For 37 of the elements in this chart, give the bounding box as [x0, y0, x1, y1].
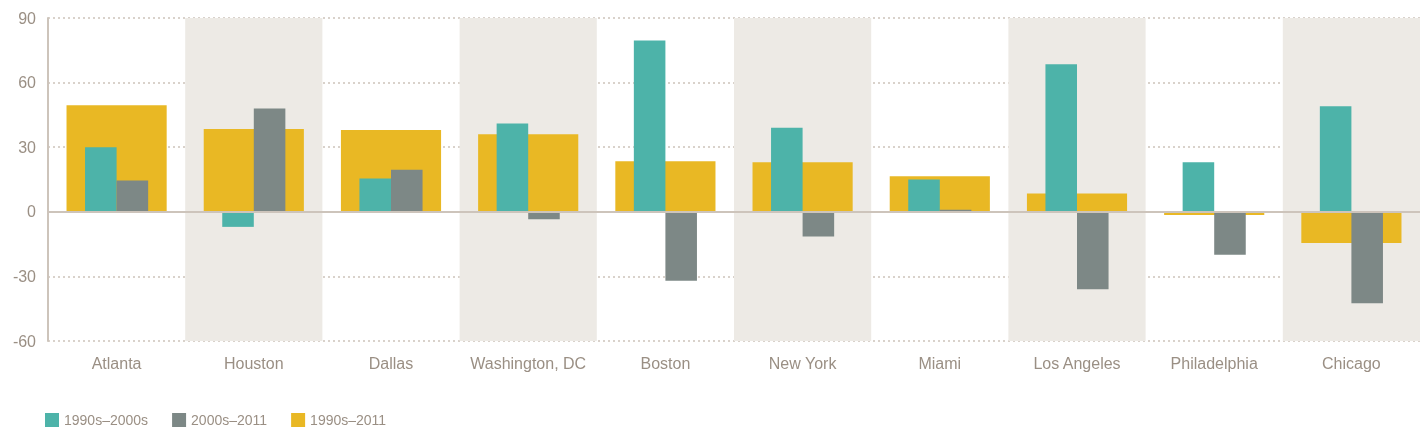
x-tick-label: Miami [918, 354, 962, 372]
x-tick-label: Houston [224, 354, 284, 372]
legend-label: 1990s–2011 [310, 412, 387, 428]
bar [802, 211, 835, 237]
bar [1351, 211, 1383, 304]
y-tick-label: 30 [18, 138, 37, 156]
bar [85, 147, 117, 212]
bar [1182, 162, 1215, 212]
x-tick-label: Boston [640, 354, 691, 372]
bar [116, 180, 149, 212]
x-tick-label: New York [768, 354, 838, 372]
bar [771, 127, 803, 212]
x-tick-label: Washington, DC [470, 354, 587, 372]
x-tick-label: Los Angeles [1033, 354, 1121, 372]
x-tick-label: Dallas [368, 354, 414, 372]
x-tick-label: Chicago [1322, 354, 1381, 372]
bar [908, 179, 940, 212]
x-tick-label: Atlanta [91, 354, 142, 372]
y-tick-label: 90 [18, 9, 37, 27]
bar [1045, 64, 1077, 212]
bar [359, 178, 391, 212]
bar [1214, 211, 1246, 255]
y-tick-label: -30 [12, 267, 37, 285]
bar [665, 211, 697, 281]
x-tick-label: Philadelphia [1170, 354, 1258, 372]
bar [1077, 211, 1109, 290]
legend-label: 2000s–2011 [191, 412, 268, 428]
bar [633, 40, 666, 212]
legend-label: 1990s–2000s [64, 412, 149, 428]
y-tick-label: 60 [18, 74, 37, 92]
y-tick-label: 0 [27, 203, 37, 221]
bar [496, 123, 529, 212]
bar [253, 108, 286, 212]
bar [222, 211, 254, 227]
y-tick-label: -60 [12, 332, 37, 350]
bar [391, 169, 423, 212]
bar [1319, 106, 1352, 212]
